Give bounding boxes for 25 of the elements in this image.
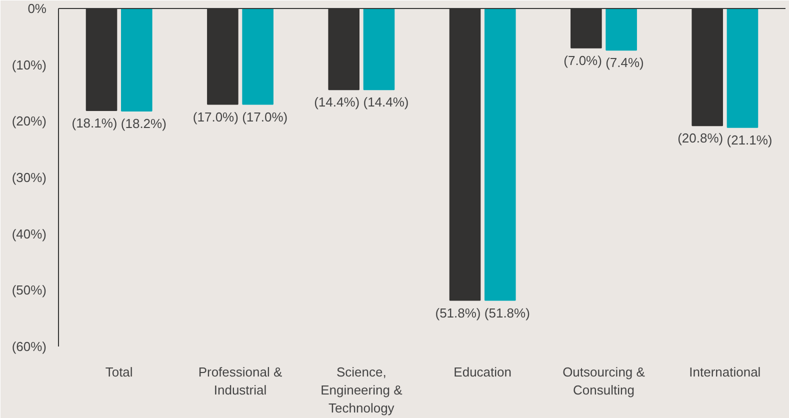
data-label: (21.1%)	[726, 132, 772, 148]
y-tick-label: (60%)	[12, 339, 47, 354]
data-label: (51.8%)	[484, 305, 530, 320]
data-label: (17.0%)	[242, 109, 288, 124]
data-label: (17.0%)	[192, 109, 238, 124]
y-tick-label: (10%)	[12, 57, 47, 72]
data-label: (18.1%)	[72, 115, 118, 130]
x-tick-label: Science, Engineering & Technology	[320, 364, 403, 416]
y-tick-label: 0%	[28, 1, 47, 16]
data-label: (7.4%)	[606, 55, 644, 70]
data-label: (51.8%)	[435, 305, 481, 320]
x-tick-label: International	[689, 364, 761, 380]
data-label: (14.4%)	[363, 94, 409, 110]
y-tick-label: (20%)	[12, 114, 47, 129]
y-tick-label: (30%)	[12, 170, 47, 185]
x-tick-label: Professional & Industrial	[198, 364, 282, 398]
data-label: (7.0%)	[564, 52, 602, 68]
y-tick-label: (50%)	[12, 282, 47, 298]
data-label: (14.4%)	[314, 94, 360, 110]
x-tick-label: Total	[105, 364, 133, 380]
data-label: (18.2%)	[120, 116, 166, 132]
data-label: (20.8%)	[678, 130, 724, 146]
x-tick-label: Outsourcing & Consulting	[562, 364, 646, 398]
y-tick-label: (40%)	[12, 226, 47, 242]
x-tick-label: Education	[454, 364, 512, 380]
